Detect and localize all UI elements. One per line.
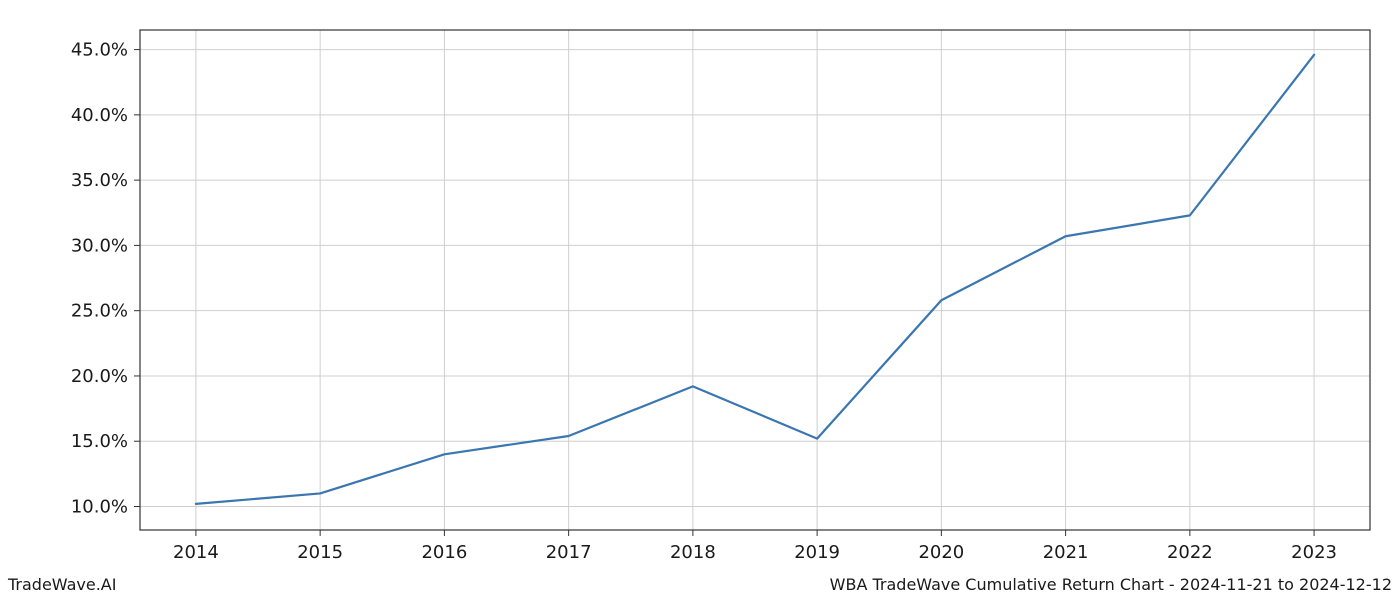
y-tick-label: 15.0% bbox=[71, 431, 128, 452]
y-tick-label: 45.0% bbox=[71, 40, 128, 61]
y-tick-label: 10.0% bbox=[71, 497, 128, 518]
y-tick-label: 35.0% bbox=[71, 170, 128, 191]
x-tick-label: 2016 bbox=[421, 542, 467, 563]
line-chart: 2014 2015 2016 2017 2018 2019 2020 2021 2022 2023… bbox=[0, 0, 1400, 600]
x-tick-label: 2023 bbox=[1291, 542, 1337, 563]
x-tick-label: 2022 bbox=[1167, 542, 1213, 563]
footer-left-label: TradeWave.AI bbox=[8, 575, 116, 594]
x-tick-label: 2018 bbox=[670, 542, 716, 563]
x-tick-label: 2015 bbox=[297, 542, 343, 563]
chart-container: 2014 2015 2016 2017 2018 2019 2020 2021 2022 2023… bbox=[0, 0, 1400, 600]
x-tick-label: 2020 bbox=[918, 542, 964, 563]
y-tick-label: 20.0% bbox=[71, 366, 128, 387]
footer-right-label: WBA TradeWave Cumulative Return Chart - … bbox=[830, 575, 1392, 594]
x-tick-label: 2014 bbox=[173, 542, 219, 563]
y-tick-label: 25.0% bbox=[71, 301, 128, 322]
x-tick-label: 2019 bbox=[794, 542, 840, 563]
y-tick-label: 30.0% bbox=[71, 235, 128, 256]
x-tick-label: 2021 bbox=[1043, 542, 1089, 563]
x-tick-label: 2017 bbox=[546, 542, 592, 563]
y-tick-label: 40.0% bbox=[71, 105, 128, 126]
